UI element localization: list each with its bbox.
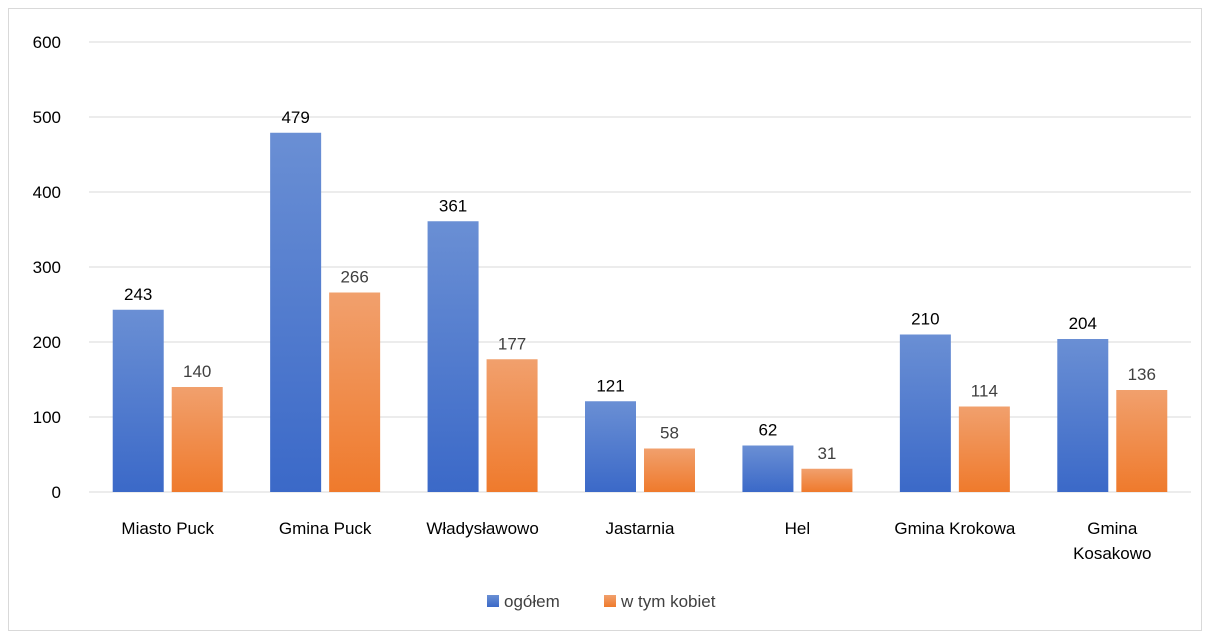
- legend: ogółem w tym kobiet: [487, 592, 716, 611]
- y-axis-ticks: 0 100 200 300 400 500 600: [33, 33, 61, 502]
- data-label: 266: [340, 268, 368, 287]
- y-tick-label: 400: [33, 183, 61, 202]
- data-label: 243: [124, 285, 152, 304]
- bar-women-1: [329, 292, 381, 492]
- data-label: 62: [758, 421, 777, 440]
- legend-swatch-women: [604, 595, 616, 607]
- bar-total-1: [270, 132, 322, 492]
- bar-chart: 0 100 200 300 400 500 600 243 140 479 266 361 177 12…: [33, 33, 1191, 611]
- value-labels: 243 140 479 266 361 177 121 58 62 31 210 114 204 136: [124, 108, 1156, 463]
- x-tick-label: Gmina Krokowa: [894, 519, 1015, 538]
- data-label: 204: [1069, 314, 1097, 333]
- bar-total-4: [742, 445, 794, 492]
- x-tick-label: Władysławowo: [426, 519, 538, 538]
- bar-women-3: [644, 448, 695, 492]
- bar-total-2: [427, 221, 479, 492]
- data-label: 210: [911, 310, 939, 329]
- data-label: 114: [971, 382, 998, 401]
- bar-women-4: [801, 468, 853, 492]
- x-tick-label: Miasto Puck: [121, 519, 214, 538]
- bars: [112, 132, 1168, 492]
- legend-label-total: ogółem: [504, 592, 560, 611]
- bar-total-0: [112, 309, 164, 492]
- data-label: 121: [596, 376, 624, 395]
- x-tick-label: Gmina Puck: [279, 519, 372, 538]
- x-axis-labels: Miasto Puck Gmina Puck Władysławowo Jastarn…: [121, 519, 1151, 563]
- data-label: 140: [183, 362, 211, 381]
- y-tick-label: 600: [33, 33, 61, 52]
- x-tick-label: Hel: [785, 519, 811, 538]
- data-label: 479: [281, 108, 309, 127]
- y-tick-label: 200: [33, 333, 61, 352]
- x-tick-label: Gmina: [1087, 519, 1138, 538]
- x-tick-label: Jastarnia: [606, 519, 676, 538]
- bar-total-3: [585, 401, 636, 492]
- y-tick-label: 300: [33, 258, 61, 277]
- chart-frame: 0 100 200 300 400 500 600 243 140 479 266 361 177 12…: [8, 8, 1202, 631]
- bar-women-6: [1116, 390, 1168, 492]
- y-tick-label: 0: [52, 483, 61, 502]
- data-label: 177: [498, 334, 526, 353]
- y-tick-label: 500: [33, 108, 61, 127]
- legend-label-women: w tym kobiet: [620, 592, 716, 611]
- y-tick-label: 100: [33, 408, 61, 427]
- bar-women-2: [486, 359, 538, 492]
- data-label: 58: [660, 424, 679, 443]
- data-label: 136: [1128, 365, 1156, 384]
- bar-women-5: [958, 406, 1010, 492]
- x-tick-label: Kosakowo: [1073, 544, 1151, 563]
- bar-women-0: [171, 387, 223, 492]
- data-label: 31: [817, 444, 836, 463]
- gridlines: [89, 41, 1191, 493]
- bar-total-5: [899, 334, 951, 492]
- legend-swatch-total: [487, 595, 499, 607]
- bar-total-6: [1057, 339, 1109, 492]
- data-label: 361: [439, 196, 467, 215]
